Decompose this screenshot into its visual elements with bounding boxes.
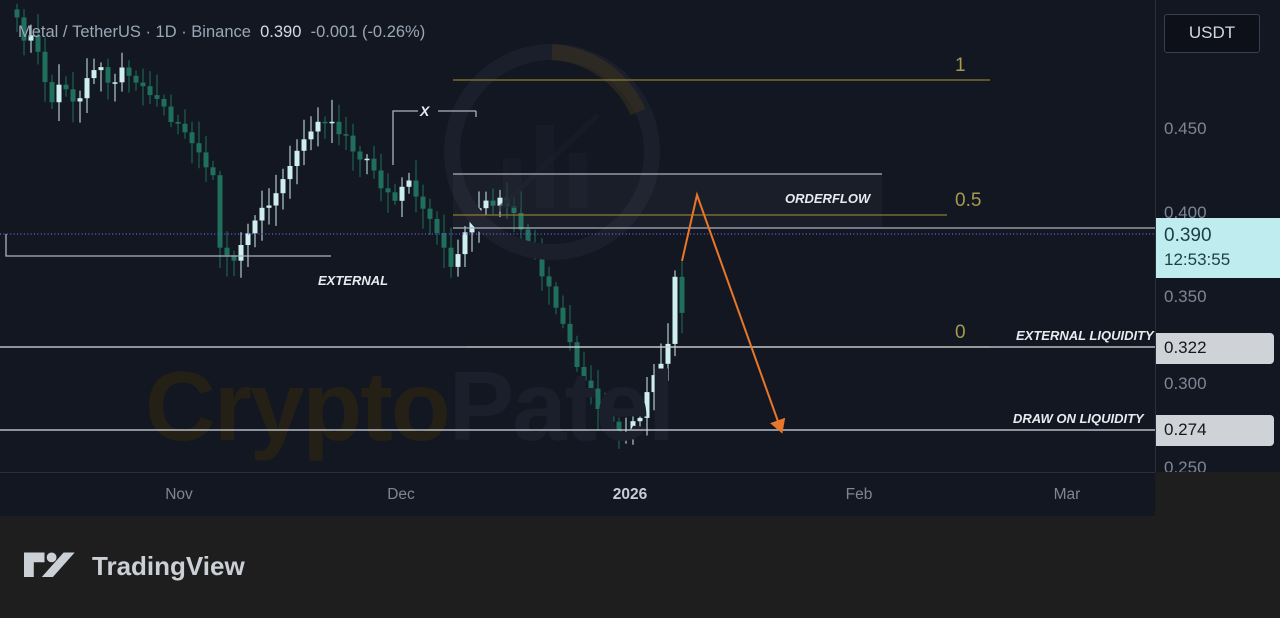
- svg-text:TradingView: TradingView: [92, 551, 245, 581]
- svg-text:EXTERNAL LIQUIDITY: EXTERNAL LIQUIDITY: [1016, 328, 1155, 343]
- svg-text:DRAW ON LIQUIDITY: DRAW ON LIQUIDITY: [1013, 411, 1145, 426]
